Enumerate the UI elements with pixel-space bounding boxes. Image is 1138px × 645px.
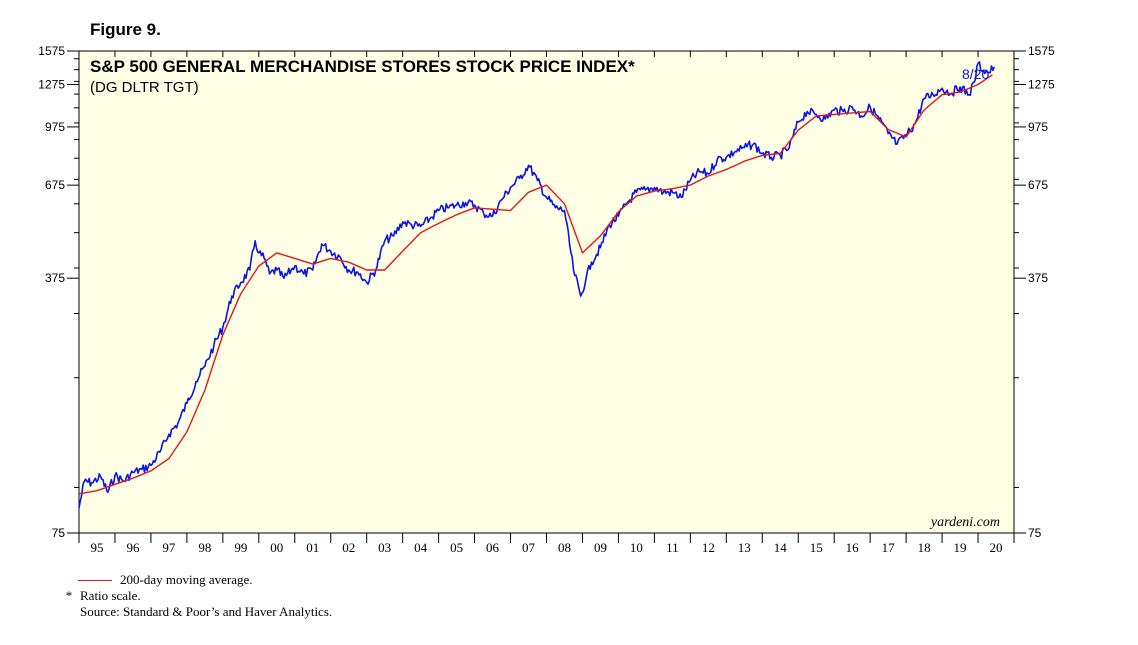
axis-ticks xyxy=(67,50,1026,543)
moving-average-line xyxy=(78,74,993,495)
x-tick-label: 03 xyxy=(378,540,391,555)
chart-subtitle: (DG DLTR TGT) xyxy=(90,79,199,96)
y-tick-label-left: 75 xyxy=(52,526,66,540)
x-tick-label: 11 xyxy=(666,540,679,555)
x-tick-label: 04 xyxy=(414,540,428,555)
y-tick-label-right: 975 xyxy=(1028,120,1048,134)
index-series-line xyxy=(78,61,995,508)
watermark: yardeni.com xyxy=(929,515,1000,530)
y-tick-label-right: 75 xyxy=(1028,526,1042,540)
source-note: Source: Standard & Poor’s and Haver Anal… xyxy=(58,604,332,620)
plot-background xyxy=(78,50,1015,534)
notes: 200-day moving average. * Ratio scale. S… xyxy=(58,572,332,620)
y-axis-left-labels: 75 375 675 975 1275 1575 xyxy=(38,44,65,540)
x-tick-label: 97 xyxy=(162,540,176,555)
legend-entry: 200-day moving average. xyxy=(58,572,332,588)
x-tick-label: 20 xyxy=(990,540,1003,555)
chart-title: S&P 500 GENERAL MERCHANDISE STORES STOCK… xyxy=(90,57,635,76)
x-tick-label: 09 xyxy=(594,540,607,555)
moving-average-legend-label: 200-day moving average. xyxy=(120,572,253,587)
x-tick-label: 00 xyxy=(270,540,283,555)
x-tick-label: 06 xyxy=(486,540,500,555)
x-tick-label: 01 xyxy=(306,540,319,555)
y-tick-label-left: 975 xyxy=(45,120,65,134)
y-tick-label-left: 675 xyxy=(45,178,65,192)
asterisk-mark: * xyxy=(65,588,73,603)
x-tick-label: 02 xyxy=(342,540,355,555)
series-layer xyxy=(78,61,995,508)
y-tick-label-left: 375 xyxy=(45,271,65,285)
x-tick-label: 17 xyxy=(882,540,896,555)
x-tick-label: 95 xyxy=(90,540,103,555)
source-text: Source: Standard & Poor’s and Haver Anal… xyxy=(80,604,333,619)
figure-label: Figure 9. xyxy=(90,20,161,39)
x-tick-label: 96 xyxy=(126,540,140,555)
x-axis-labels: 95 96 97 98 99 00 01 02 03 04 05 06 07 08 09 10 11 12 13 14… xyxy=(90,540,1002,555)
ratio-note-text: Ratio scale. xyxy=(80,588,141,603)
x-tick-label: 10 xyxy=(630,540,643,555)
y-tick-label-left: 1275 xyxy=(38,77,65,91)
moving-average-legend-swatch xyxy=(78,579,112,581)
x-tick-label: 98 xyxy=(198,540,211,555)
x-tick-label: 12 xyxy=(702,540,715,555)
ratio-note: * Ratio scale. xyxy=(58,588,332,604)
last-value-label: 8/20 xyxy=(962,66,989,82)
x-tick-label: 13 xyxy=(738,540,751,555)
x-tick-label: 18 xyxy=(918,540,931,555)
y-tick-label-right: 675 xyxy=(1028,178,1048,192)
y-axis-right-labels: 75 375 675 975 1275 1575 xyxy=(1028,44,1055,540)
y-tick-label-right: 1275 xyxy=(1028,77,1055,91)
y-tick-label-right: 1575 xyxy=(1028,44,1055,58)
x-tick-label: 16 xyxy=(846,540,860,555)
x-tick-label: 19 xyxy=(954,540,967,555)
x-tick-label: 05 xyxy=(450,540,463,555)
x-tick-label: 08 xyxy=(558,540,571,555)
x-tick-label: 14 xyxy=(774,540,788,555)
x-tick-label: 15 xyxy=(810,540,823,555)
x-tick-label: 99 xyxy=(234,540,247,555)
y-tick-label-right: 375 xyxy=(1028,271,1048,285)
y-tick-label-left: 1575 xyxy=(38,44,65,58)
x-tick-label: 07 xyxy=(522,540,536,555)
